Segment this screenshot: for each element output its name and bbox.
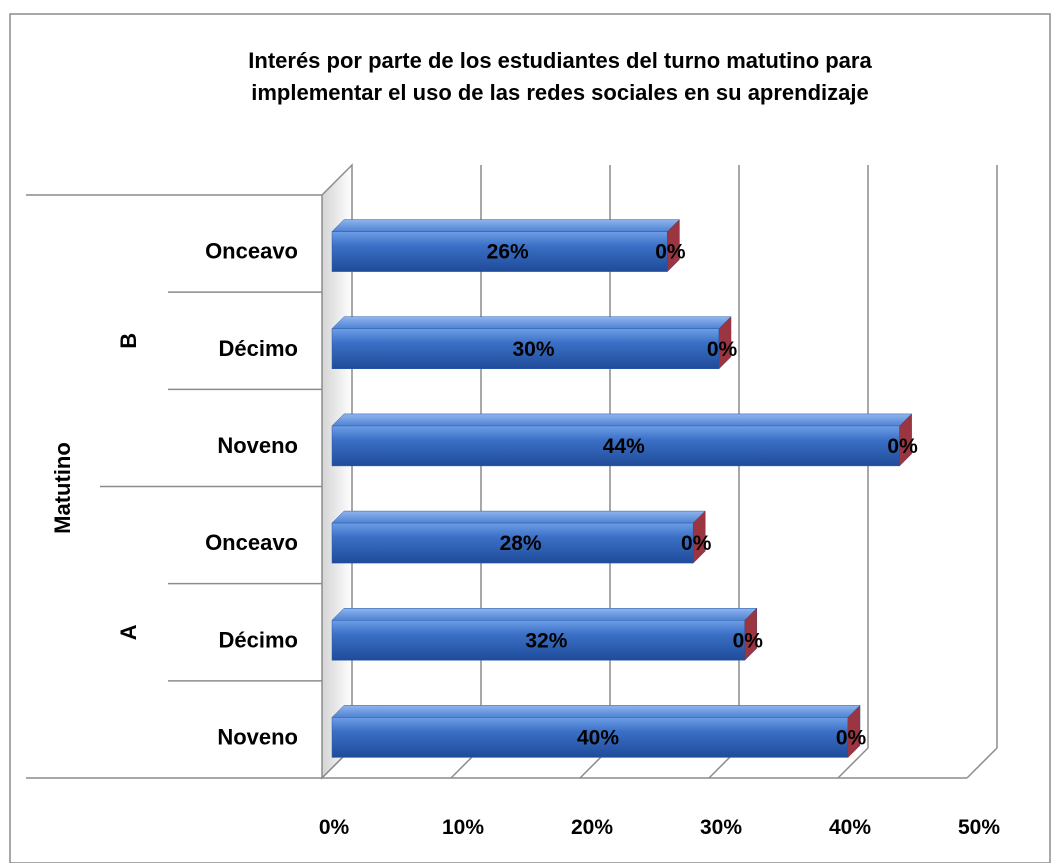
x-tick-label: 40% xyxy=(829,816,871,839)
bar-series2-face xyxy=(744,608,757,661)
bar-series2-face xyxy=(667,219,680,272)
bar-front-face xyxy=(331,522,694,564)
bar-top-face xyxy=(331,316,732,329)
x-tick-label: 10% xyxy=(442,816,484,839)
bar-B-Onceavo: 26% 0% xyxy=(331,218,686,273)
bar-A-Onceavo: 28% 0% xyxy=(331,510,712,564)
category-label: Noveno xyxy=(217,724,298,749)
category-label: Onceavo xyxy=(205,239,298,264)
x-axis-ticks: 0% 10% 20% 30% 40% 50% xyxy=(319,816,1001,839)
chart-title-line-1: Interés por parte de los estudiantes del… xyxy=(248,48,872,73)
category-labels: Noveno Décimo Onceavo Noveno Décimo Onceavo xyxy=(205,239,298,750)
data-label-series2: 0% xyxy=(655,241,686,264)
bar-series2-face xyxy=(899,413,912,466)
bar-series2-face xyxy=(719,316,731,369)
category-label: Onceavo xyxy=(205,530,298,555)
bar-front-face xyxy=(331,620,746,661)
category-label: Décimo xyxy=(219,627,298,652)
x-tick-label: 30% xyxy=(700,816,742,839)
data-label: 32% xyxy=(525,629,567,652)
data-label: 40% xyxy=(577,726,619,749)
bar-A-Noveno: 40% 0% xyxy=(331,704,867,759)
x-tick-label: 20% xyxy=(571,816,613,839)
group-labels: AB xyxy=(116,333,141,640)
category-label: Noveno xyxy=(217,433,298,458)
data-label: 26% xyxy=(487,241,529,264)
x-tick-label: 50% xyxy=(958,816,1000,839)
data-label: 44% xyxy=(603,435,645,458)
bars: 40% 0% 32% 0% 28% 0% 44% 0% 30% 0% 26% 0% xyxy=(331,218,918,759)
group-label: A xyxy=(116,624,141,640)
data-label-series2: 0% xyxy=(733,629,764,652)
data-label: 30% xyxy=(512,338,554,361)
bar-top-face xyxy=(331,608,758,621)
data-label-series2: 0% xyxy=(836,726,867,749)
bar-front-face xyxy=(331,717,849,758)
bar-top-face xyxy=(331,705,861,718)
data-label-series2: 0% xyxy=(887,435,918,458)
chart-title-line-2: implementar el uso de las redes sociales… xyxy=(251,80,868,105)
x-tick-label: 0% xyxy=(319,816,350,839)
bar-B-Noveno: 44% 0% xyxy=(331,413,918,467)
group-label: B xyxy=(116,333,141,349)
data-label-series2: 0% xyxy=(707,338,738,361)
bar-front-face xyxy=(331,425,900,467)
bar-top-face xyxy=(331,219,681,232)
bar-A-Décimo: 32% 0% xyxy=(331,607,764,661)
bar-B-Décimo: 30% 0% xyxy=(331,316,738,370)
bar-top-face xyxy=(331,510,706,524)
y-outer-group-label: Matutino xyxy=(50,442,75,534)
category-label: Décimo xyxy=(219,336,298,361)
floor-gridline xyxy=(837,747,869,779)
bar-top-face xyxy=(331,413,913,427)
bar-series2-face xyxy=(848,705,860,758)
data-label: 28% xyxy=(500,532,542,555)
data-label-series2: 0% xyxy=(681,532,712,555)
bar-front-face xyxy=(331,231,668,272)
category-separators xyxy=(26,194,322,682)
floor-gridline xyxy=(966,747,998,779)
bar-front-face xyxy=(331,328,720,369)
bar-series2-face xyxy=(693,511,706,564)
